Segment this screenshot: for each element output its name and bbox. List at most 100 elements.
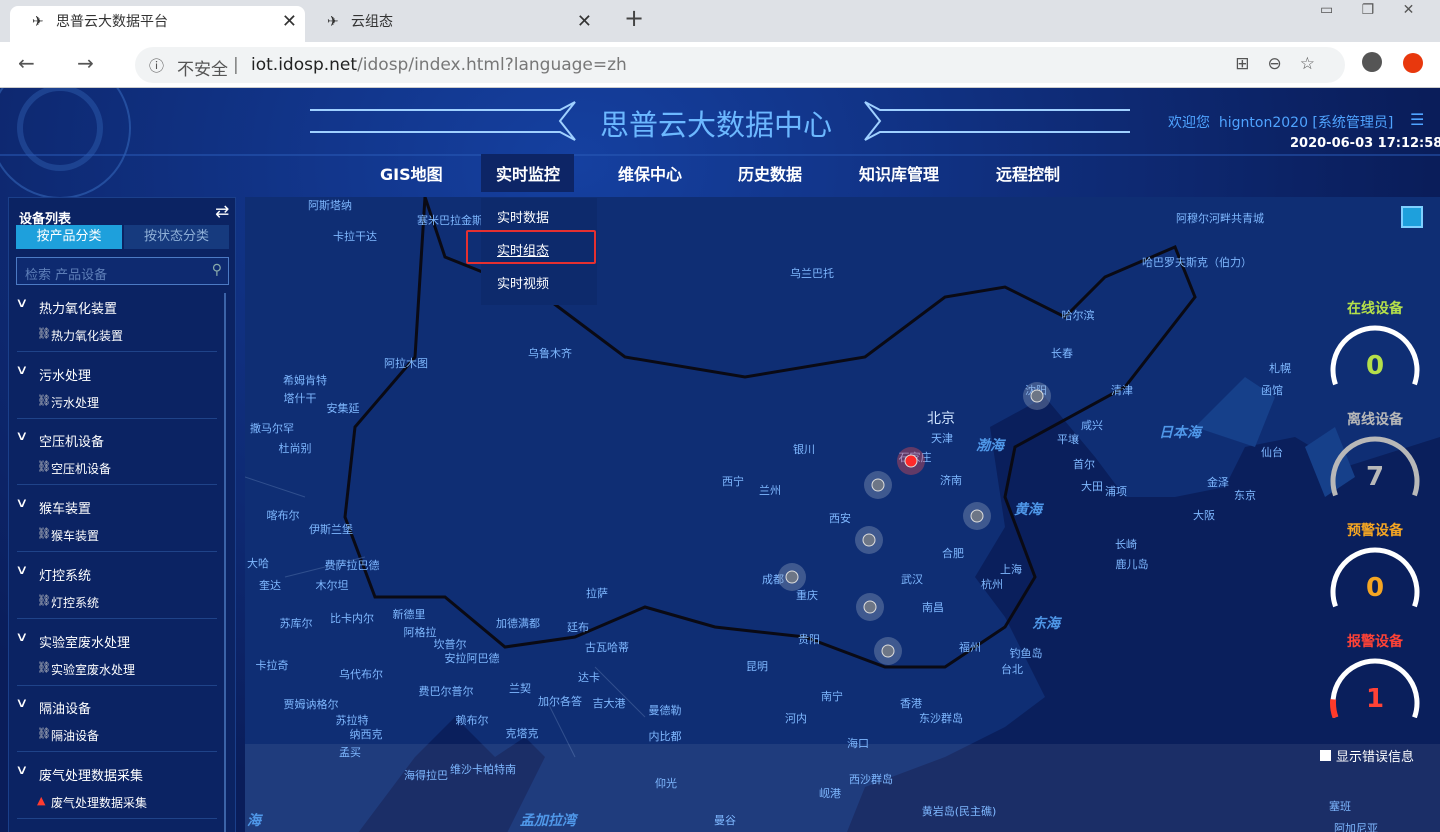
tree-group[interactable]: 实验室废水处理	[39, 635, 131, 651]
map-label: 塞班	[1329, 800, 1351, 813]
tree-item[interactable]: 实验室废水处理	[51, 662, 136, 677]
checkbox[interactable]	[1320, 750, 1331, 761]
map-label: 贵阳	[798, 633, 820, 646]
tree-caret[interactable]: ∨	[15, 496, 29, 512]
tree-group[interactable]: 废气处理数据采集	[39, 768, 144, 784]
dropdown-item[interactable]: 实时数据	[497, 211, 550, 226]
tree-group[interactable]: 热力氧化装置	[39, 302, 118, 317]
map[interactable]: 阿斯塔纳 塞米巴拉金斯 卡拉干达 乌兰巴托 阿穆尔河畔共青城 哈巴罗夫斯克（伯力） 哈尔滨乌…	[245, 197, 1440, 832]
map-label: 咸兴	[1081, 419, 1103, 432]
map-label: 费萨拉巴德	[324, 559, 380, 572]
map-label: 天津	[931, 432, 953, 445]
new-tab[interactable]: +	[624, 4, 645, 32]
profile[interactable]	[1362, 52, 1382, 72]
stat-label: 报警设备	[1347, 633, 1404, 650]
checkbox-label[interactable]: 显示错误信息	[1336, 750, 1415, 765]
map-label: 海得拉巴	[404, 769, 448, 782]
tree-caret[interactable]: ∨	[15, 429, 29, 445]
tree-item[interactable]: 空压机设备	[51, 462, 112, 477]
tree-item[interactable]: 猴车装置	[51, 529, 100, 544]
omnibox[interactable]: ⓘ 不安全 | iot.idosp.net/idosp/index.html?l…	[135, 47, 1345, 83]
divider	[17, 484, 217, 486]
marker	[871, 478, 885, 492]
security-label: 不安全	[177, 60, 228, 80]
tree-caret[interactable]: ∨	[15, 362, 29, 378]
tree-item[interactable]: 热力氧化装置	[51, 329, 124, 343]
tab[interactable]: 云组态 ✕ ✈	[327, 11, 592, 32]
tree-icon: ⛓	[37, 727, 51, 741]
nav-item[interactable]: 实时监控	[496, 165, 561, 184]
map-label: 金泽	[1207, 476, 1229, 489]
datetime: 2020-06-03 17:12:58	[1290, 136, 1440, 151]
menu-icon[interactable]: ☰	[1410, 110, 1425, 129]
map-label: 加德满都	[496, 617, 540, 630]
nav-item[interactable]: 知识库管理	[859, 165, 940, 184]
search-placeholder: 检索 产品设备	[25, 268, 108, 283]
tree-caret[interactable]: ∨	[15, 762, 29, 778]
map-label: 长春	[1051, 347, 1073, 360]
window-controls[interactable]: ▭ ❐ ✕	[1320, 2, 1427, 18]
marker	[970, 509, 984, 523]
tree-group[interactable]: 隔油设备	[39, 702, 92, 718]
map-label: 黄岩岛(民主礁)	[921, 805, 997, 818]
toggle[interactable]: ⇄	[215, 202, 230, 222]
tree-item[interactable]: 隔油设备	[51, 729, 100, 744]
map-label: 札幌	[1269, 362, 1291, 375]
map-label: 浦项	[1105, 485, 1127, 498]
tree-group[interactable]: 猴车装置	[39, 502, 92, 518]
divider	[17, 351, 217, 352]
marker	[785, 570, 799, 584]
app: 思普云大数据中心 欢迎您 hignton2020 [系统管理员] ☰ 2020-…	[0, 88, 1440, 832]
tree-icon: ⛓	[37, 393, 51, 407]
nav-item[interactable]: 历史数据	[738, 165, 803, 184]
tab[interactable]: 思普云大数据平台 ✕ ✈	[10, 6, 305, 42]
tree-group[interactable]: 空压机设备	[39, 435, 105, 451]
map-label: 台北	[1001, 663, 1023, 676]
nav-item[interactable]: GIS地图	[380, 165, 443, 184]
tree-item[interactable]: 灯控系统	[51, 595, 100, 610]
filter-tab[interactable]: 按产品分类	[16, 225, 122, 249]
nav-active-bg	[481, 154, 574, 192]
tree-caret[interactable]: ∨	[15, 296, 29, 311]
map-label: 费巴尔普尔	[418, 685, 474, 698]
map-label: 喀布尔	[266, 509, 300, 522]
toolbar: ← → ↻ ⓘ 不安全 | iot.idosp.net/idosp/index.…	[0, 42, 1440, 88]
marker	[881, 644, 895, 658]
map-label: 东沙群岛	[919, 712, 963, 725]
tree-icon: ▲	[37, 793, 46, 807]
divider	[17, 751, 217, 753]
map-label: 东海	[1032, 616, 1060, 632]
tree-caret[interactable]: ∨	[15, 696, 29, 712]
map-label: 乌鲁木齐	[528, 347, 572, 360]
filter-tab[interactable]: 按状态分类	[124, 225, 229, 249]
map-label: 成都	[762, 573, 784, 586]
tree-caret[interactable]: ∨	[15, 629, 29, 645]
nav-item[interactable]: 远程控制	[996, 165, 1061, 184]
map-label: 渤海	[976, 438, 1004, 454]
map-label: 克塔克	[505, 727, 539, 740]
map-label: 坎普尔	[433, 638, 467, 651]
stat-value: 0	[1366, 351, 1384, 381]
map-label: 塔什干	[283, 392, 317, 405]
map-label: 首尔	[1073, 458, 1095, 471]
nav-buttons[interactable]: ← → ↻	[18, 51, 171, 75]
search[interactable]: 检索 产品设备 ⚲	[16, 257, 229, 285]
welcome: 欢迎您	[1168, 115, 1210, 131]
sidebar-title: 设备列表	[19, 212, 72, 227]
extension[interactable]	[1403, 53, 1423, 73]
dropdown-item[interactable]: 实时组态	[497, 244, 550, 259]
user[interactable]: hignton2020 [系统管理员]	[1218, 115, 1394, 131]
tree-caret[interactable]: ∨	[15, 562, 29, 578]
map-label: 乌代布尔	[339, 668, 383, 681]
map-label: 南宁	[821, 690, 843, 703]
tree-item[interactable]: 废气处理数据采集	[51, 795, 148, 810]
tree-group[interactable]: 污水处理	[39, 368, 92, 384]
nav-item[interactable]: 维保中心	[618, 165, 683, 184]
map-label: 上海	[1000, 563, 1022, 576]
dropdown-item[interactable]: 实时视频	[497, 277, 550, 292]
map-label: 银川	[793, 443, 815, 456]
tree-group[interactable]: 灯控系统	[39, 568, 92, 584]
map-label: 阿格拉	[403, 626, 437, 639]
tree-item[interactable]: 污水处理	[51, 395, 100, 410]
